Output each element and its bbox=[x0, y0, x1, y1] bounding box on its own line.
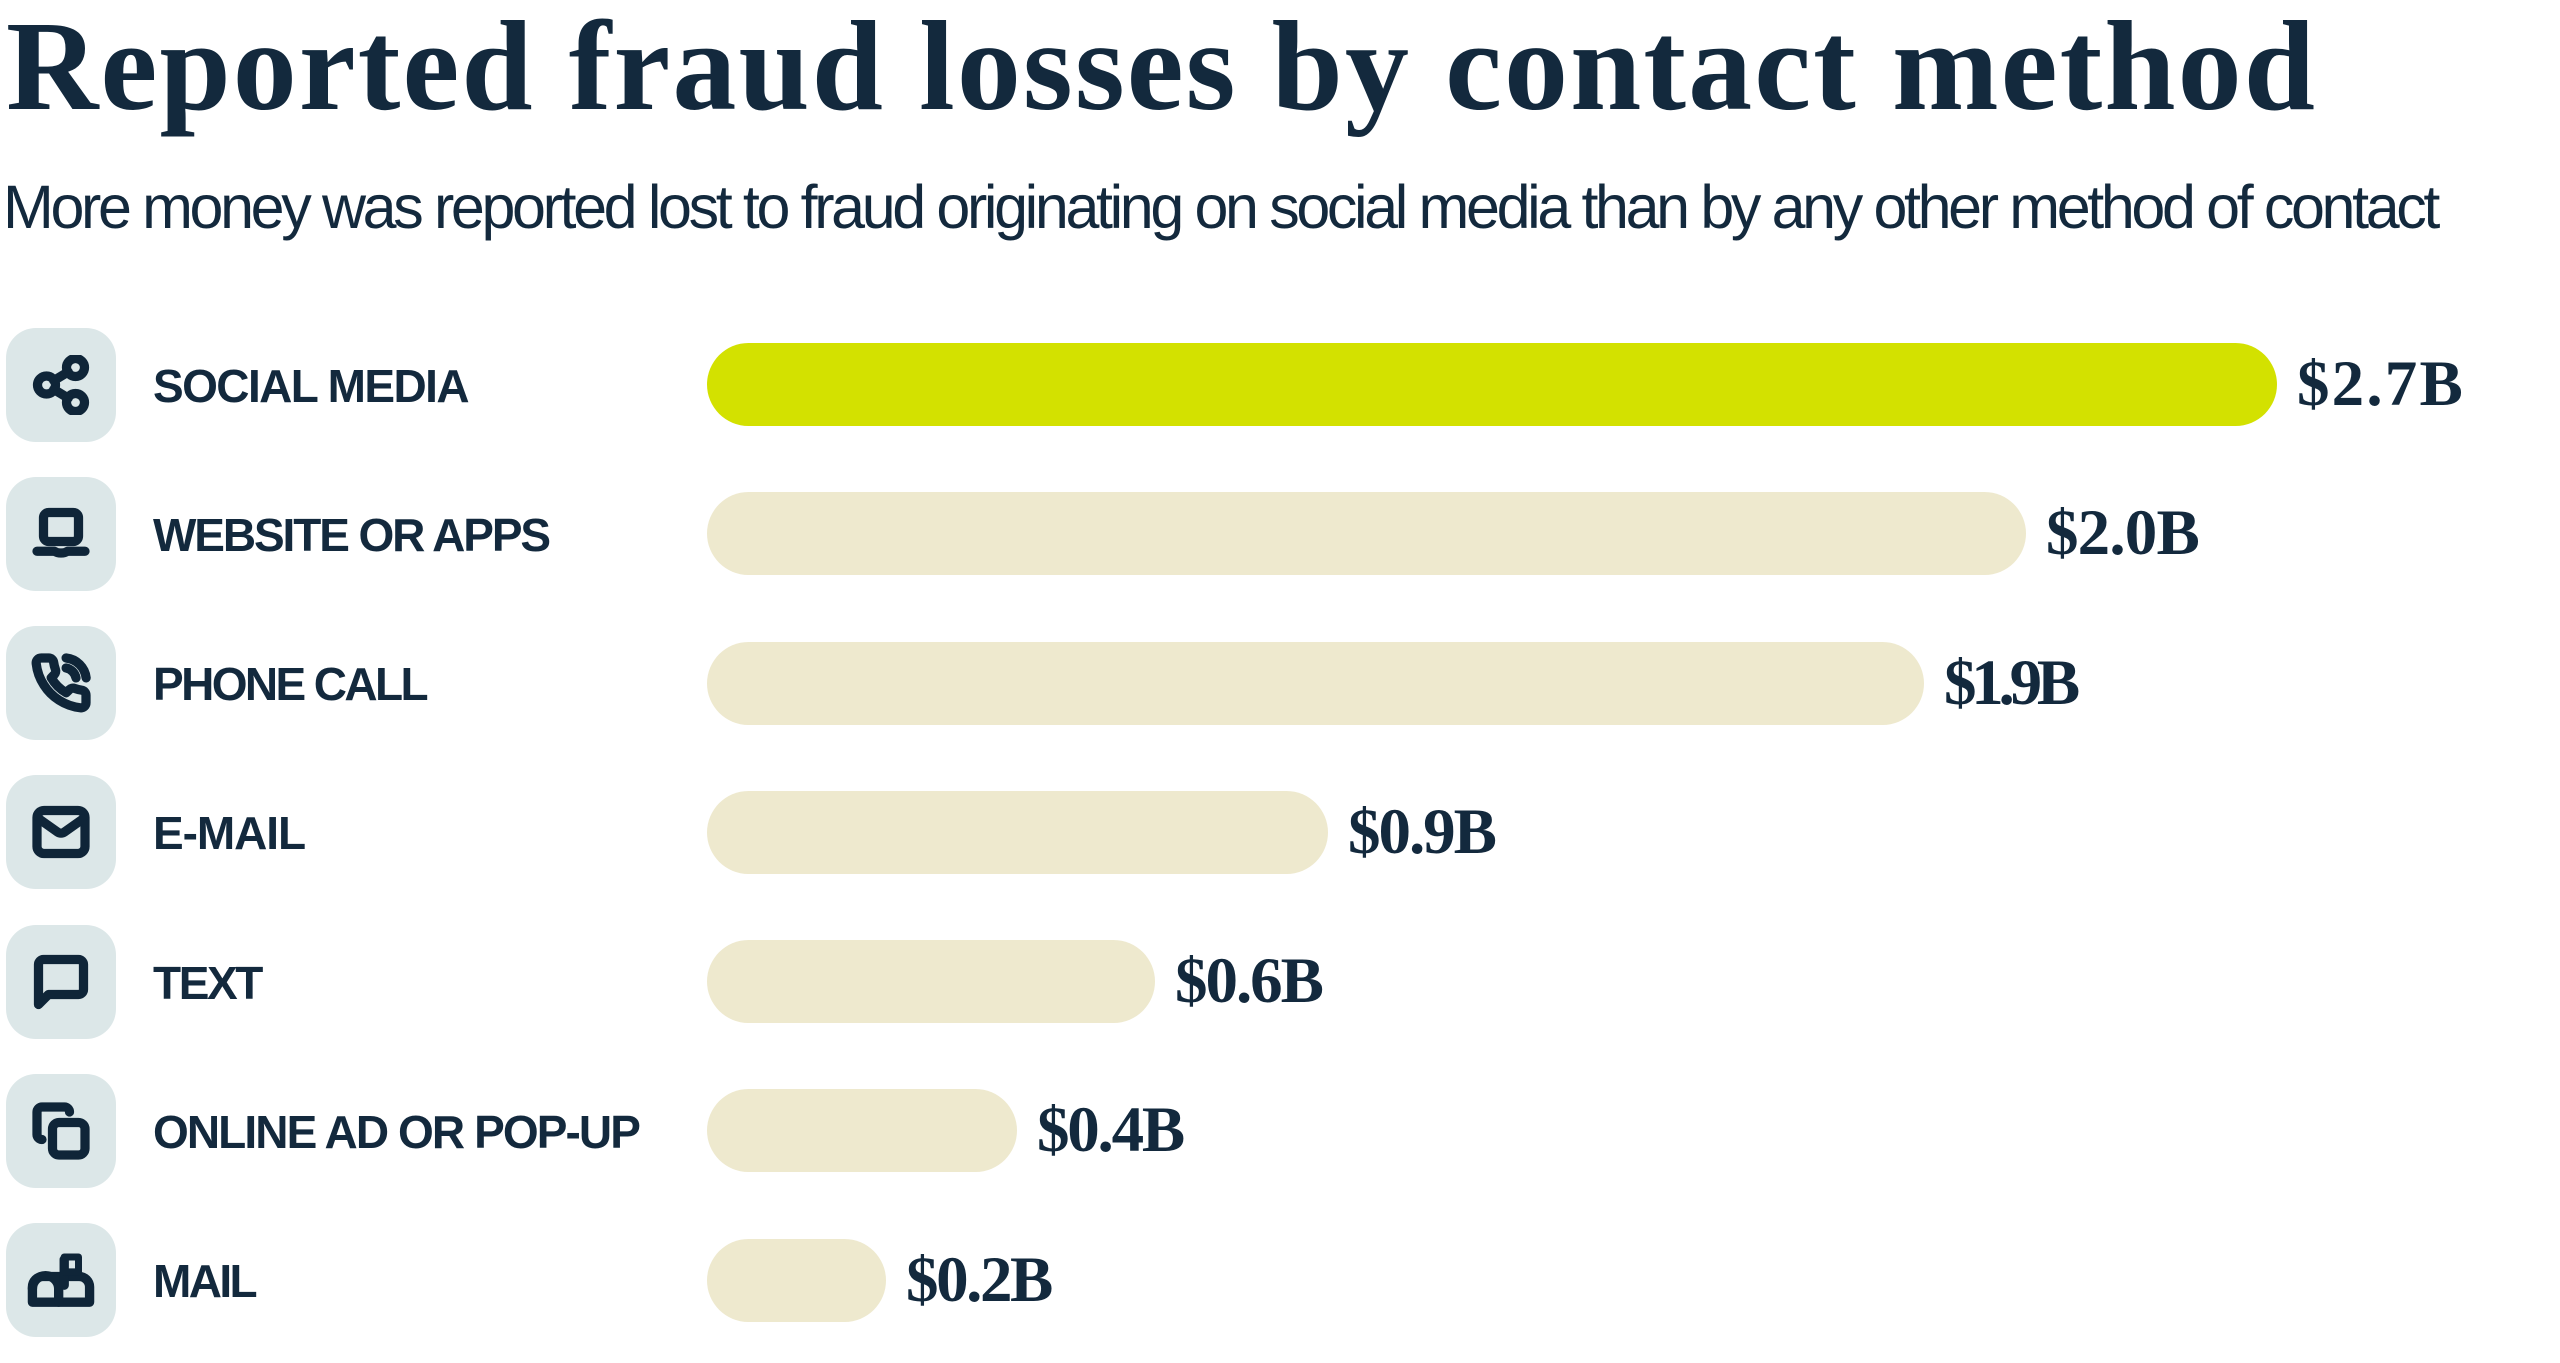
category-icon-tile bbox=[6, 924, 116, 1039]
value-label: $2.7B bbox=[2297, 348, 2465, 420]
category-label: TEXT bbox=[153, 956, 263, 1009]
category-icon-tile bbox=[6, 1073, 116, 1188]
bar bbox=[707, 790, 1328, 874]
value-label: $0.4B bbox=[1037, 1094, 1185, 1167]
chart-row: MAIL $0.2B bbox=[0, 1223, 2560, 1337]
category-icon-tile bbox=[6, 775, 116, 890]
chart-row: SOCIAL MEDIA $2.7B bbox=[0, 327, 2560, 442]
bar bbox=[707, 343, 2277, 426]
category-icon-tile bbox=[6, 476, 116, 591]
category-icon-tile bbox=[6, 1223, 116, 1337]
bar bbox=[707, 1238, 886, 1322]
category-label: E-MAIL bbox=[153, 807, 306, 860]
mailbox-icon bbox=[26, 1245, 96, 1315]
category-label: PHONE CALL bbox=[153, 658, 429, 710]
chart-row: ONLINE AD OR POP-UP $0.4B bbox=[0, 1073, 2560, 1188]
chart-row: WEBSITE OR APPS $2.0B bbox=[0, 476, 2560, 591]
value-label: $0.6B bbox=[1175, 945, 1324, 1017]
category-icon-tile bbox=[6, 626, 116, 740]
bar bbox=[707, 492, 2026, 576]
message-square-icon bbox=[31, 952, 91, 1012]
value-label: $0.2B bbox=[906, 1243, 1053, 1316]
phone-call-icon bbox=[31, 653, 91, 713]
value-label: $0.9B bbox=[1348, 795, 1497, 868]
category-label: MAIL bbox=[153, 1255, 258, 1307]
mail-icon bbox=[31, 802, 91, 862]
bar bbox=[707, 1089, 1017, 1173]
bar bbox=[707, 641, 1924, 725]
laptop-icon bbox=[31, 504, 91, 564]
category-label: SOCIAL MEDIA bbox=[153, 359, 470, 412]
share-icon bbox=[31, 355, 91, 415]
bar bbox=[707, 940, 1155, 1023]
value-label: $2.0B bbox=[2046, 497, 2200, 570]
category-label: ONLINE AD OR POP-UP bbox=[153, 1105, 641, 1158]
value-label: $1.9B bbox=[1944, 646, 2080, 719]
category-label: WEBSITE OR APPS bbox=[153, 508, 551, 561]
category-icon-tile bbox=[6, 327, 116, 442]
chart-row: TEXT $0.6B bbox=[0, 924, 2560, 1039]
copy-icon bbox=[31, 1101, 91, 1161]
chart-row: E-MAIL $0.9B bbox=[0, 775, 2560, 890]
chart-row: PHONE CALL $1.9B bbox=[0, 626, 2560, 740]
chart-title: Reported fraud losses by contact method bbox=[6, 0, 2318, 137]
chart-subtitle: More money was reported lost to fraud or… bbox=[3, 173, 2440, 241]
